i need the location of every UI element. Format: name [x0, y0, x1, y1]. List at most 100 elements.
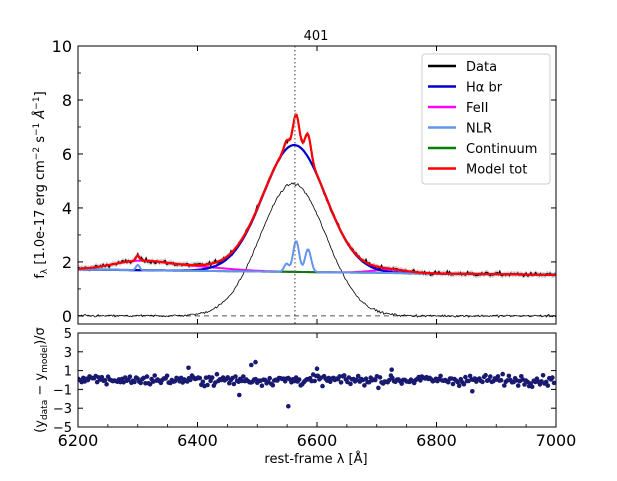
residual-point [480, 379, 485, 385]
bottom-panel-plot [78, 359, 556, 409]
legend-label: FeII [466, 101, 488, 116]
top-panel-plot [78, 46, 556, 324]
residual-point [314, 366, 320, 372]
residual-point [241, 374, 246, 379]
top-ytick-label: 6 [62, 145, 72, 164]
legend-label: NLR [466, 122, 492, 137]
residual-point [144, 374, 150, 379]
residual-point [231, 381, 237, 387]
bottom-ytick-label: 5 [64, 327, 72, 342]
residual-point [286, 404, 291, 409]
residual-point [488, 374, 493, 379]
residual-point [495, 374, 501, 379]
residual-point [85, 377, 91, 383]
legend-label: Continuum [466, 142, 537, 157]
residual-point [483, 372, 488, 378]
xtick-label: 6200 [58, 431, 99, 450]
residual-point [127, 374, 133, 380]
xtick-label: 7000 [536, 431, 577, 450]
residual-point [233, 374, 238, 379]
bottom-y-axis-label: (ydata − ymodel)/σ [33, 327, 50, 433]
residual-point [389, 367, 395, 373]
residual-point [502, 383, 507, 388]
top-ytick-label: 0 [62, 307, 72, 326]
residual-point [94, 379, 100, 385]
residual-point [164, 373, 170, 379]
residual-point [312, 378, 318, 384]
legend-label: Hα br [466, 81, 503, 96]
residual-point [237, 392, 242, 398]
residual-point [296, 377, 302, 382]
x-axis-label: rest-frame λ [Å] [264, 451, 367, 467]
xtick-label: 6800 [416, 431, 457, 450]
residual-point [138, 380, 143, 386]
model-total-series-line [78, 113, 556, 276]
top-ytick-label: 10 [52, 37, 72, 56]
residual-point [104, 382, 109, 387]
residual-point [438, 373, 443, 379]
residual-point [355, 373, 361, 379]
residual-point [515, 383, 521, 388]
residual-point [470, 389, 475, 394]
residual-point [506, 373, 512, 379]
top-ytick-label: 8 [62, 91, 72, 110]
residual-point [99, 374, 105, 380]
top-ytick-label: 4 [62, 199, 72, 218]
bottom-ytick-label: 3 [64, 346, 72, 361]
residual-point [132, 379, 137, 385]
residual-point [267, 375, 273, 381]
residual-point [186, 365, 191, 371]
bottom-ytick-label: −3 [53, 402, 72, 417]
top-ytick-label: 2 [62, 253, 72, 272]
residual-point [467, 373, 473, 379]
residual-point [446, 379, 451, 385]
residual-point [341, 373, 347, 378]
residual-point [377, 375, 383, 380]
residual-point [456, 383, 462, 389]
residual-point [253, 359, 258, 365]
residual-point [545, 383, 551, 388]
residual-point [348, 381, 353, 387]
residual-point [498, 378, 504, 383]
residual-point [376, 385, 381, 391]
thin-profile-line [78, 182, 556, 318]
residual-point [362, 383, 367, 388]
residual-point [209, 375, 215, 380]
residual-point [102, 378, 108, 383]
nlr-series-line [78, 240, 556, 276]
residual-point [529, 384, 535, 390]
residual-point [522, 382, 527, 387]
top-y-axis-label: fλ [1.0e-17 erg cm−2 s−1 Å−1] [32, 91, 50, 278]
residual-point [320, 383, 325, 389]
residual-point [214, 371, 220, 377]
residual-point [338, 380, 344, 385]
residual-point [225, 375, 230, 380]
legend-label: Model tot [466, 163, 527, 178]
residual-point [455, 379, 461, 385]
residual-point [152, 373, 157, 378]
chart-title: 401 [304, 29, 329, 44]
residual-point [450, 381, 456, 387]
residual-point [399, 381, 405, 386]
residual-point [249, 362, 254, 368]
residual-point [463, 374, 468, 380]
bottom-ytick-label: −1 [53, 383, 72, 398]
legend-label: Data [466, 60, 497, 75]
residual-point [550, 375, 555, 380]
residual-point [461, 382, 467, 387]
legend: Data Hα br FeII NLR Continuum Model tot [421, 53, 551, 185]
residual-point [188, 377, 193, 383]
bottom-ytick-label: 1 [64, 365, 72, 380]
residual-point [200, 379, 206, 385]
top-panel-axes: 0 2 4 6 8 10 [52, 37, 557, 326]
residual-point [373, 377, 378, 383]
xtick-label: 6400 [177, 431, 218, 450]
residual-point [500, 371, 506, 377]
residual-point [197, 375, 203, 381]
residual-point [259, 383, 265, 389]
residual-point [543, 379, 549, 385]
residual-point [147, 382, 153, 387]
residual-point [418, 378, 423, 383]
